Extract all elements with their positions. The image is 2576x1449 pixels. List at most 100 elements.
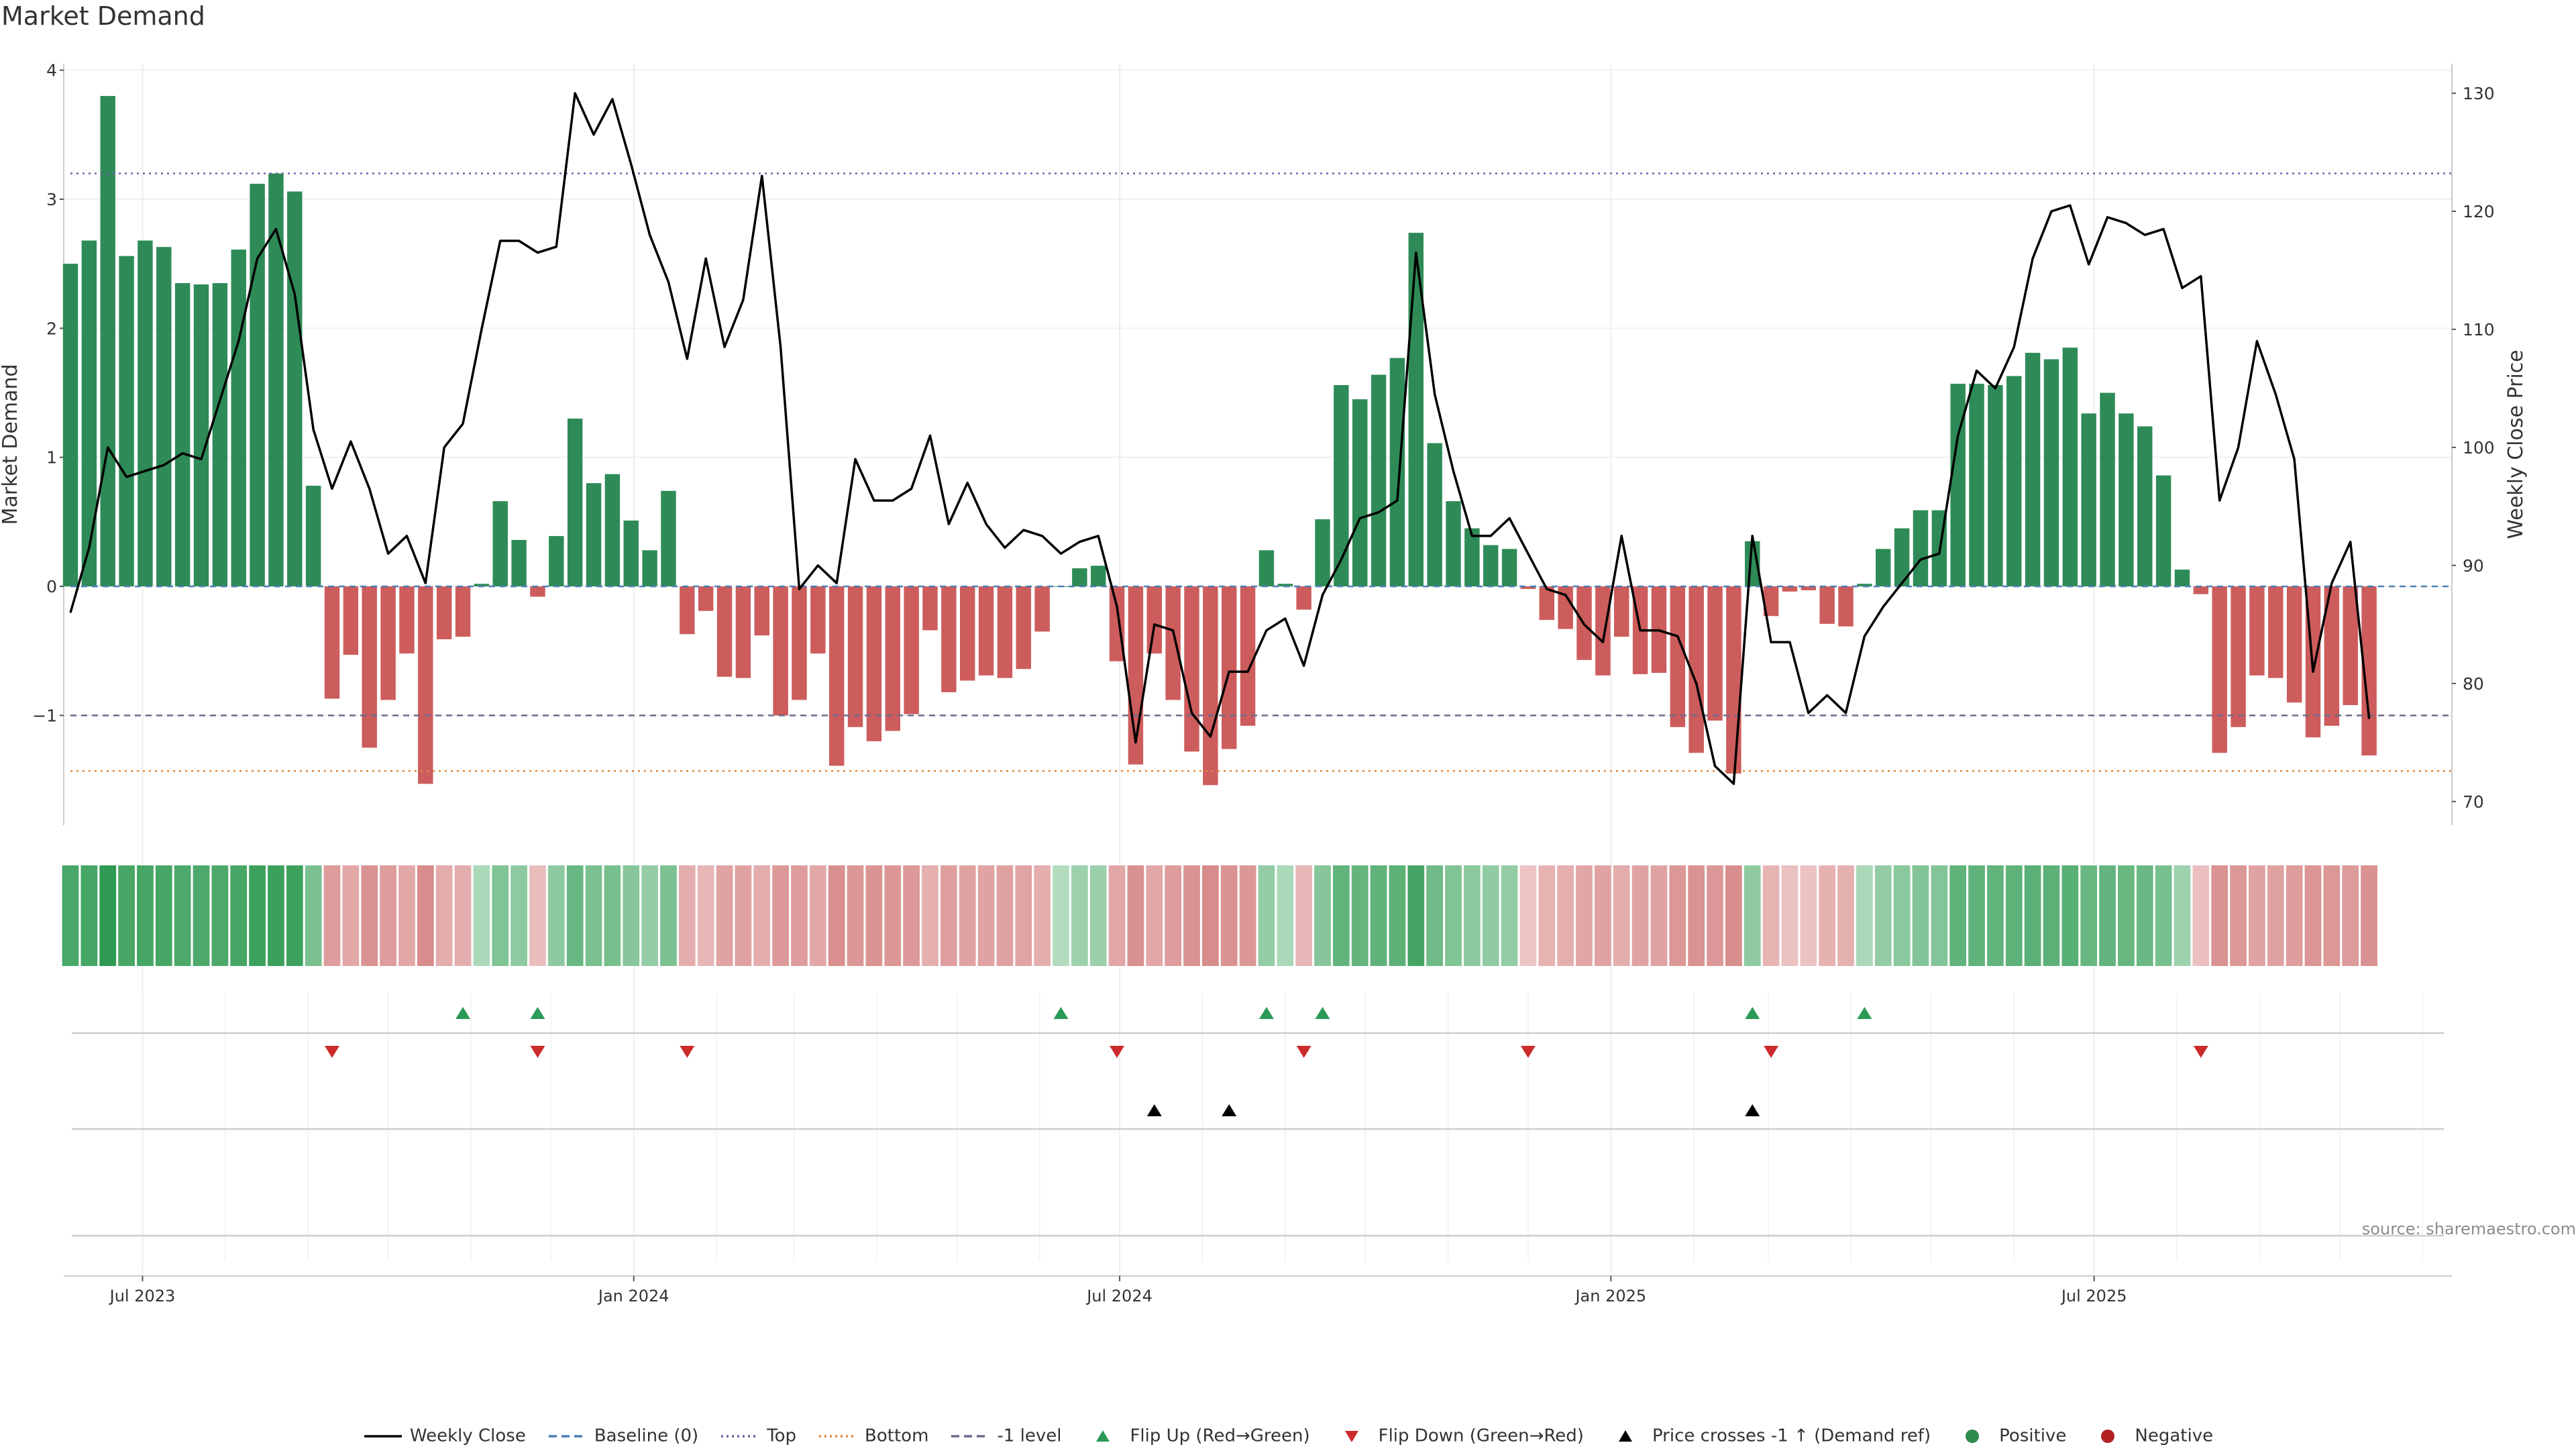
demand-bar (1446, 501, 1461, 587)
heat-cell (1613, 865, 1630, 966)
heat-cell (2061, 865, 2079, 966)
legend-item: -1 level (950, 1426, 1061, 1446)
demand-bar (1595, 586, 1611, 676)
demand-bar (1670, 586, 1686, 727)
left-tick-label: 3 (46, 190, 57, 209)
heat-cell (2323, 865, 2341, 966)
heat-cell (1053, 865, 1069, 966)
demand-bar (1352, 399, 1368, 587)
legend-swatch-mark (2101, 1429, 2115, 1443)
legend-label: Negative (2135, 1426, 2214, 1446)
heat-cell (323, 865, 341, 966)
heat-cell (1949, 865, 1967, 966)
demand-bar (305, 486, 321, 587)
heat-cell (2286, 865, 2303, 966)
demand-bar (1146, 586, 1162, 654)
heat-cell (847, 865, 864, 966)
heat-cell (1874, 865, 1892, 966)
flip-down-marker (1296, 1046, 1311, 1058)
legend-label: Bottom (865, 1426, 929, 1446)
heat-cell (2342, 865, 2359, 966)
demand-bar (978, 586, 994, 676)
flip-down-marker (325, 1046, 340, 1058)
heat-cell (342, 865, 360, 966)
heat-cell (380, 865, 396, 966)
heat-cell (62, 865, 79, 966)
demand-bar (642, 550, 657, 587)
legend-swatch (548, 1435, 586, 1438)
demand-bar (1016, 586, 1031, 669)
heat-cell (80, 865, 98, 966)
legend-swatch-mark (1618, 1430, 1632, 1442)
price-cross-markers (1146, 1104, 1760, 1116)
heat-cell (1295, 865, 1313, 966)
legend-item: Flip Down (Green→Red) (1332, 1426, 1584, 1446)
legend-swatch (819, 1435, 857, 1438)
heat-cell (660, 865, 677, 966)
heat-cell (2304, 865, 2322, 966)
flip-down-markers (325, 1046, 2208, 1058)
price-cross-marker (1222, 1104, 1237, 1116)
heat-cell (435, 865, 453, 966)
heat-cell (1987, 865, 2004, 966)
legend-swatch-mark (1096, 1430, 1110, 1442)
heat-cell (1201, 865, 1219, 966)
right-axis-label: Weekly Close Price (2504, 350, 2528, 539)
x-tick-label: Jul 2023 (109, 1287, 176, 1305)
demand-bar (586, 483, 602, 587)
heat-cell (2230, 865, 2247, 966)
heat-cell (1538, 865, 1556, 966)
demand-bar (680, 586, 695, 635)
heat-cell (809, 865, 826, 966)
heat-cell (547, 865, 565, 966)
heat-cell (1576, 865, 1593, 966)
heat-cell (2043, 865, 2060, 966)
demand-bar (2193, 586, 2209, 594)
demand-bar (343, 586, 359, 655)
demand-bar (2118, 413, 2134, 587)
heat-cell (2136, 865, 2153, 966)
demand-bar (2286, 586, 2302, 703)
heat-cell (1464, 865, 1481, 966)
heat-cell (2005, 865, 2023, 966)
right-tick-label: 90 (2463, 556, 2484, 576)
demand-bar (959, 586, 975, 681)
heat-cell (1893, 865, 1911, 966)
heat-cell (1501, 865, 1518, 966)
heat-cell (398, 865, 415, 966)
demand-bar (362, 586, 377, 748)
flip-up-markers (455, 1007, 1872, 1019)
legend-swatch (1618, 1430, 1632, 1442)
left-axis-ticks: −1 0 1 2 3 4 (32, 61, 64, 725)
heat-cell (1089, 865, 1107, 966)
demand-bar (138, 240, 153, 587)
chart-legend: Weekly Close Baseline (0) Top Bottom -1 leve… (0, 1426, 2576, 1446)
heat-cell (604, 865, 621, 966)
heat-cell (1912, 865, 1929, 966)
heat-cell (1688, 865, 1705, 966)
demand-bar (1165, 586, 1181, 700)
heat-cell (174, 865, 191, 966)
demand-bar (997, 586, 1013, 678)
demand-bar (904, 586, 919, 714)
demand-bar (530, 586, 545, 597)
heat-cell (1968, 865, 1985, 966)
heat-cell (1595, 865, 1611, 966)
x-tick-label: Jul 2025 (2060, 1287, 2127, 1305)
legend-label: Baseline (0) (594, 1426, 699, 1446)
legend-label: Weekly Close (409, 1426, 526, 1446)
demand-bar (474, 584, 490, 587)
demand-bar (1296, 586, 1311, 610)
heat-cell (454, 865, 472, 966)
legend-label: Flip Up (Red→Green) (1130, 1426, 1310, 1446)
demand-bar (941, 586, 957, 692)
demand-bar (922, 586, 938, 631)
legend-swatch (721, 1435, 759, 1438)
demand-bar (1558, 586, 1573, 629)
demand-bar (792, 586, 807, 700)
demand-bar (1950, 384, 1966, 587)
heat-cell (1707, 865, 1723, 966)
heat-cell (753, 865, 771, 966)
heat-cell (1277, 865, 1294, 966)
demand-bar (2137, 426, 2153, 587)
